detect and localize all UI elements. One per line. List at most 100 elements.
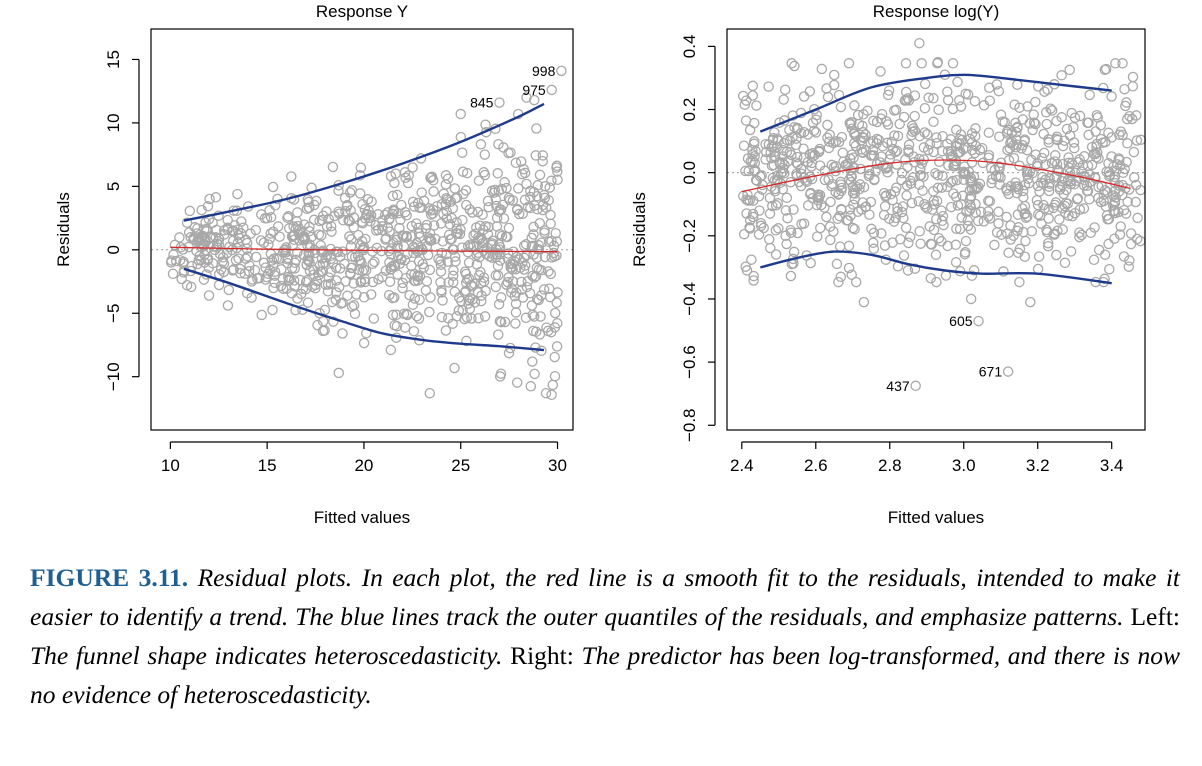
data-point <box>904 231 916 243</box>
y-tick-label: −0.4 <box>680 282 699 316</box>
x-tick-label: 25 <box>451 456 470 475</box>
data-point <box>301 259 312 271</box>
data-point <box>919 78 931 90</box>
data-point <box>973 181 984 193</box>
data-point <box>942 181 953 193</box>
data-point <box>791 157 802 168</box>
data-point <box>909 156 920 168</box>
data-point <box>923 92 934 104</box>
data-point <box>744 124 756 136</box>
y-axis-label: Residuals <box>630 192 649 267</box>
data-point <box>1054 214 1065 225</box>
data-point <box>1057 224 1068 235</box>
data-point <box>333 206 344 217</box>
data-point <box>271 252 282 264</box>
data-point <box>308 269 319 280</box>
data-point <box>387 309 399 321</box>
data-point <box>323 272 335 283</box>
data-point <box>875 113 887 124</box>
data-point <box>884 154 896 165</box>
data-point <box>828 161 840 173</box>
data-point <box>533 294 544 306</box>
data-point <box>201 223 212 235</box>
data-point <box>1109 195 1121 207</box>
data-point <box>532 243 543 255</box>
data-point <box>1056 112 1067 123</box>
data-point <box>789 60 800 72</box>
data-point <box>418 262 430 273</box>
data-point <box>1109 185 1121 197</box>
data-point <box>167 268 179 280</box>
data-point <box>515 156 527 167</box>
data-point <box>842 215 854 226</box>
y-tick-label: 5 <box>104 182 123 191</box>
data-point <box>1093 244 1105 256</box>
data-point <box>909 90 921 101</box>
data-point <box>490 194 502 205</box>
data-point <box>289 280 300 292</box>
data-point <box>1073 156 1084 168</box>
data-point <box>1003 124 1014 136</box>
data-point <box>983 211 994 222</box>
data-point <box>928 195 940 206</box>
data-point <box>936 182 948 193</box>
data-point <box>754 205 765 216</box>
data-point <box>333 281 345 293</box>
data-point <box>232 237 244 248</box>
data-point <box>917 185 928 196</box>
data-point <box>550 227 561 239</box>
upper-quantile-line <box>183 102 545 222</box>
data-point <box>806 173 818 185</box>
data-point <box>898 250 910 261</box>
data-point <box>856 204 867 215</box>
data-point <box>1022 211 1033 222</box>
data-point <box>1098 82 1109 94</box>
data-point <box>317 316 329 327</box>
data-point <box>501 279 512 290</box>
data-point <box>435 277 446 288</box>
data-point <box>887 237 898 248</box>
data-point <box>993 161 1005 172</box>
data-point <box>527 270 538 282</box>
data-point <box>850 140 861 152</box>
data-point <box>1052 164 1063 176</box>
data-point <box>170 255 182 267</box>
data-point <box>792 158 804 170</box>
data-point <box>435 259 447 270</box>
data-point <box>482 195 494 207</box>
data-point <box>496 183 508 195</box>
data-point <box>792 227 803 239</box>
data-point <box>1012 79 1023 90</box>
x-tick-label: 3.4 <box>1100 456 1124 475</box>
data-point <box>804 86 816 97</box>
data-point <box>942 94 954 106</box>
data-point <box>204 193 215 205</box>
data-point <box>865 196 877 208</box>
data-point <box>477 209 488 220</box>
data-point <box>457 214 468 226</box>
data-point <box>282 212 293 224</box>
data-point <box>391 189 403 201</box>
data-point <box>1003 247 1014 259</box>
data-point <box>890 146 901 158</box>
data-point <box>233 253 244 264</box>
data-point <box>867 237 879 249</box>
data-point <box>924 139 936 150</box>
data-point <box>811 231 823 242</box>
data-point <box>826 180 837 192</box>
data-point <box>850 276 862 288</box>
data-point <box>756 184 768 195</box>
data-point <box>952 200 964 211</box>
data-point <box>780 205 792 216</box>
data-point <box>767 133 779 144</box>
data-point <box>846 116 857 128</box>
y-axis-label: Residuals <box>54 192 73 267</box>
data-point <box>389 205 400 217</box>
data-point <box>1069 142 1080 154</box>
data-point <box>538 284 550 295</box>
data-point <box>1046 105 1058 116</box>
data-point <box>1079 175 1090 186</box>
data-point <box>436 247 448 259</box>
data-point <box>903 139 915 151</box>
data-point <box>239 268 251 279</box>
